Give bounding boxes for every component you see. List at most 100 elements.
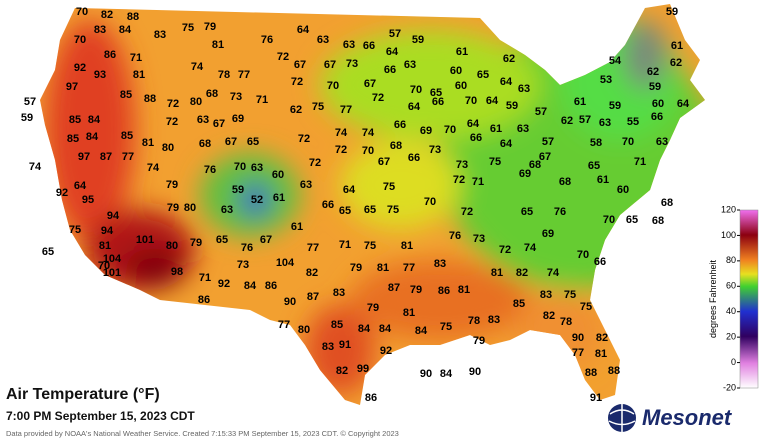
station-temperature: 92	[56, 187, 68, 199]
station-temperature: 53	[600, 74, 612, 86]
station-temperature: 61	[291, 221, 303, 233]
station-temperature: 61	[456, 46, 468, 58]
station-temperature: 74	[147, 162, 160, 174]
station-temperature: 90	[284, 296, 296, 308]
station-temperature: 86	[198, 294, 210, 306]
station-temperature: 81	[377, 262, 389, 274]
station-temperature: 65	[42, 246, 54, 258]
station-temperature: 79	[166, 179, 178, 191]
station-temperature: 72	[291, 76, 303, 88]
station-temperature: 83	[94, 24, 106, 36]
station-temperature: 82	[516, 267, 528, 279]
station-temperature: 70	[424, 196, 436, 208]
station-temperature: 72	[372, 92, 384, 104]
station-temperature: 57	[542, 136, 554, 148]
station-temperature: 79	[367, 302, 379, 314]
station-temperature: 75	[580, 301, 592, 313]
station-temperature: 87	[100, 151, 112, 163]
subtitle: 7:00 PM September 15, 2023 CDT	[6, 409, 195, 423]
station-temperature: 64	[467, 118, 480, 130]
station-temperature: 72	[453, 174, 465, 186]
station-temperature: 64	[343, 184, 356, 196]
station-temperature: 63	[518, 83, 530, 95]
station-temperature: 64	[500, 76, 513, 88]
station-temperature: 93	[94, 69, 106, 81]
station-temperature: 83	[333, 287, 345, 299]
station-temperature: 84	[415, 325, 428, 337]
station-temperature: 66	[651, 111, 663, 123]
station-temperature: 84	[244, 280, 257, 292]
station-temperature: 81	[142, 137, 154, 149]
station-temperature: 65	[339, 205, 351, 217]
station-temperature: 59	[649, 81, 661, 93]
station-temperature: 74	[362, 127, 375, 139]
station-temperature: 76	[449, 230, 461, 242]
station-temperature: 77	[340, 104, 352, 116]
station-temperature: 72	[335, 144, 347, 156]
station-temperature: 76	[554, 206, 566, 218]
station-temperature: 98	[171, 266, 183, 278]
colorbar-label: degrees Fahrenheit	[708, 259, 718, 338]
station-temperature: 86	[265, 280, 277, 292]
station-temperature: 86	[438, 285, 450, 297]
station-temperature: 78	[468, 315, 480, 327]
station-temperature: 88	[585, 367, 597, 379]
station-temperature: 84	[86, 131, 99, 143]
station-temperature: 95	[82, 194, 94, 206]
station-temperature: 73	[456, 159, 468, 171]
station-temperature: 80	[298, 324, 310, 336]
station-temperature: 66	[394, 119, 406, 131]
station-temperature: 81	[99, 240, 111, 252]
station-temperature: 63	[656, 136, 668, 148]
station-temperature: 65	[477, 69, 489, 81]
station-temperature: 65	[521, 206, 533, 218]
station-temperature: 64	[74, 180, 87, 192]
station-temperature: 68	[390, 140, 402, 152]
station-temperature: 81	[491, 267, 503, 279]
station-temperature: 86	[365, 392, 377, 404]
station-temperature: 104	[276, 257, 295, 269]
station-temperature: 84	[119, 24, 132, 36]
station-temperature: 71	[256, 94, 268, 106]
station-temperature: 85	[331, 319, 343, 331]
station-temperature: 65	[216, 234, 228, 246]
station-temperature: 59	[21, 112, 33, 124]
station-temperature: 60	[450, 65, 462, 77]
station-temperature: 60	[455, 80, 467, 92]
station-temperature: 58	[590, 137, 602, 149]
station-temperature: 84	[379, 323, 392, 335]
station-temperature: 63	[197, 114, 209, 126]
station-temperature: 85	[67, 133, 79, 145]
station-temperature: 66	[594, 256, 606, 268]
station-temperature: 61	[490, 123, 502, 135]
station-temperature: 75	[564, 289, 576, 301]
station-temperature: 72	[277, 51, 289, 63]
station-temperature: 62	[670, 57, 682, 69]
station-temperature: 97	[66, 81, 78, 93]
station-temperature: 81	[403, 307, 415, 319]
station-temperature: 75	[440, 321, 452, 333]
station-temperature: 92	[218, 278, 230, 290]
station-temperature: 85	[121, 130, 133, 142]
station-temperature: 92	[74, 62, 86, 74]
station-temperature: 79	[190, 237, 202, 249]
station-temperature: 67	[378, 156, 390, 168]
station-temperature: 97	[78, 151, 90, 163]
station-temperature: 65	[588, 160, 600, 172]
station-temperature: 70	[327, 80, 339, 92]
station-temperature: 60	[617, 184, 629, 196]
station-temperature: 76	[204, 164, 216, 176]
station-temperature: 77	[122, 151, 134, 163]
station-temperature: 73	[237, 259, 249, 271]
station-temperature: 66	[432, 96, 444, 108]
station-temperature: 94	[107, 210, 120, 222]
station-temperature: 75	[387, 204, 399, 216]
station-temperature: 83	[322, 341, 334, 353]
station-temperature: 63	[221, 204, 233, 216]
station-temperature: 79	[204, 21, 216, 33]
station-temperature: 67	[324, 59, 336, 71]
station-temperature: 62	[290, 104, 302, 116]
station-temperature: 59	[609, 100, 621, 112]
station-temperature: 65	[364, 204, 376, 216]
station-temperature: 57	[24, 96, 36, 108]
